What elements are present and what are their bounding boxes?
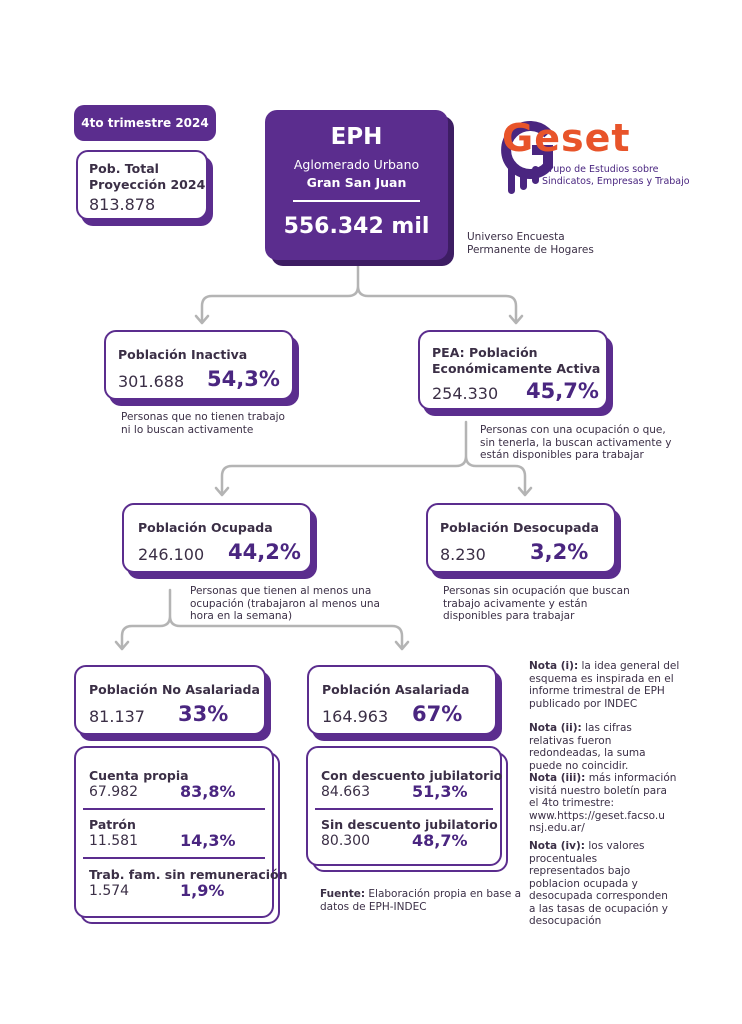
breakdown-pct-trab-fam: 1,9% <box>180 881 225 900</box>
universe-note-line2: Permanente de Hogares <box>467 243 594 256</box>
ocupada-value: 246.100 <box>138 545 205 564</box>
pea-card: PEA: Población Económicamente Activa 254… <box>418 330 608 410</box>
geset-logo-brand: Geset <box>502 116 631 160</box>
inactiva-value: 301.688 <box>118 372 185 391</box>
source-text-line1: Elaboración propia en base a <box>365 888 522 900</box>
breakdown-divider <box>83 857 265 859</box>
eph-title: EPH <box>330 124 383 150</box>
pea-pct: 45,7% <box>526 379 599 403</box>
note-iv-text: los valores procentuales representados b… <box>529 840 668 927</box>
asalariada-pct: 67% <box>412 702 463 726</box>
note-iii-text: más información visitá nuestro boletín p… <box>529 772 677 834</box>
breakdown-divider <box>315 808 493 810</box>
geset-logo-tagline2: Sindicatos, Empresas y Trabajo <box>542 176 690 187</box>
period-badge-label: 4to trimestre 2024 <box>81 116 209 130</box>
note-iii: Nota (iii): más información visitá nuest… <box>529 772 676 835</box>
pea-title-line1: PEA: Población <box>432 345 538 360</box>
no-asalariada-title: Población No Asalariada <box>89 682 260 697</box>
note-i: Nota (i): la idea general del esquema es… <box>529 660 679 710</box>
breakdown-value-patron: 11.581 <box>89 833 138 849</box>
eph-line1: Aglomerado Urbano <box>293 157 420 172</box>
breakdown-value-sin-descuento: 80.300 <box>321 833 370 849</box>
population-label-line1: Pob. Total <box>89 161 159 176</box>
geset-logo: Geset Grupo de Estudios sobre Sindicatos… <box>498 116 690 200</box>
breakdown-pct-sin-descuento: 48,7% <box>412 831 468 850</box>
inactiva-pct: 54,3% <box>207 367 280 391</box>
breakdown-label-patron: Patrón <box>89 817 136 832</box>
breakdown-value-trab-fam: 1.574 <box>89 883 130 899</box>
note-i-text: la idea general del esquema es inspirada… <box>529 660 680 710</box>
breakdown-pct-cuenta-propia: 83,8% <box>180 782 236 801</box>
ocupada-pct: 44,2% <box>228 540 301 564</box>
universe-note-line1: Universo Encuesta <box>467 231 565 243</box>
population-value: 813.878 <box>89 195 156 214</box>
breakdown-label-trab-fam: Trab. fam. sin remuneración <box>89 867 288 882</box>
breakdown-pct-patron: 14,3% <box>180 831 236 850</box>
breakdown-pct-con-descuento: 51,3% <box>412 782 468 801</box>
pea-value: 254.330 <box>432 384 499 403</box>
inactiva-description: Personas que no tienen trabajo ni lo bus… <box>121 411 285 436</box>
note-ii-label: Nota (ii): <box>529 722 582 734</box>
asalariada-value: 164.963 <box>322 707 389 726</box>
breakdown-label-cuenta-propia: Cuenta propia <box>89 768 189 783</box>
asalariada-title: Población Asalariada <box>322 682 470 697</box>
geset-logo-mark <box>501 121 553 194</box>
connector-ocupada <box>120 588 404 650</box>
desocupada-description: Personas sin ocupación que buscan trabaj… <box>443 585 630 622</box>
asalariada-card: Población Asalariada 164.963 67% <box>307 665 497 735</box>
eph-divider <box>293 200 420 202</box>
connector-eph <box>200 264 518 324</box>
eph-main-card: EPH Aglomerado Urbano Gran San Juan 556.… <box>265 110 448 260</box>
population-label-line2: Proyección 2024 <box>89 177 206 192</box>
no-asalariada-card: Población No Asalariada 81.137 33% <box>74 665 266 735</box>
population-projection-card: Pob. Total Proyección 2024 813.878 <box>76 150 208 220</box>
source-note: Fuente: Elaboración propia en base a dat… <box>320 888 521 913</box>
no-asalariada-pct: 33% <box>178 702 229 726</box>
breakdown-value-cuenta-propia: 67.982 <box>89 784 138 800</box>
source-text-line2: datos de EPH-INDEC <box>320 900 427 913</box>
breakdown-label-con-descuento: Con descuento jubilatorio <box>321 768 503 783</box>
eph-line2: Gran San Juan <box>306 175 407 190</box>
ocupada-card: Población Ocupada 246.100 44,2% <box>122 503 312 573</box>
connector-pea <box>220 420 527 496</box>
universe-note: Universo Encuesta Permanente de Hogares <box>467 231 594 256</box>
no-asalariada-value: 81.137 <box>89 707 145 726</box>
pea-description: Personas con una ocupación o que, sin te… <box>480 424 672 461</box>
desocupada-card: Población Desocupada 8.230 3,2% <box>426 503 616 573</box>
inactiva-title: Población Inactiva <box>118 347 248 362</box>
ocupada-title: Población Ocupada <box>138 520 273 535</box>
pea-title-line2: Económicamente Activa <box>432 361 601 376</box>
desocupada-pct: 3,2% <box>530 540 589 564</box>
geset-logo-tagline1: Grupo de Estudios sobre <box>542 164 659 175</box>
note-iv-label: Nota (iv): <box>529 840 586 852</box>
period-badge: 4to trimestre 2024 <box>74 105 216 141</box>
eph-value: 556.342 mil <box>283 214 430 239</box>
asalariada-breakdown-card: Con descuento jubilatorio 84.663 51,3% S… <box>306 746 502 866</box>
note-ii-text: las cifras relativas fueron redondeadas,… <box>529 722 646 772</box>
desocupada-title: Población Desocupada <box>440 520 599 535</box>
inactiva-card: Población Inactiva 301.688 54,3% <box>104 330 294 400</box>
note-iii-label: Nota (iii): <box>529 772 586 784</box>
note-ii: Nota (ii): las cifras relativas fueron r… <box>529 722 646 772</box>
no-asalariada-breakdown-card: Cuenta propia 67.982 83,8% Patrón 11.581… <box>74 746 288 918</box>
desocupada-value: 8.230 <box>440 545 486 564</box>
note-iv: Nota (iv): los valores procentuales repr… <box>529 840 668 928</box>
note-i-label: Nota (i): <box>529 660 579 672</box>
ocupada-description: Personas que tienen al menos una ocupaci… <box>190 585 380 622</box>
breakdown-label-sin-descuento: Sin descuento jubilatorio <box>321 817 498 832</box>
breakdown-divider <box>83 808 265 810</box>
breakdown-value-con-descuento: 84.663 <box>321 784 370 800</box>
source-label: Fuente: <box>320 888 366 900</box>
